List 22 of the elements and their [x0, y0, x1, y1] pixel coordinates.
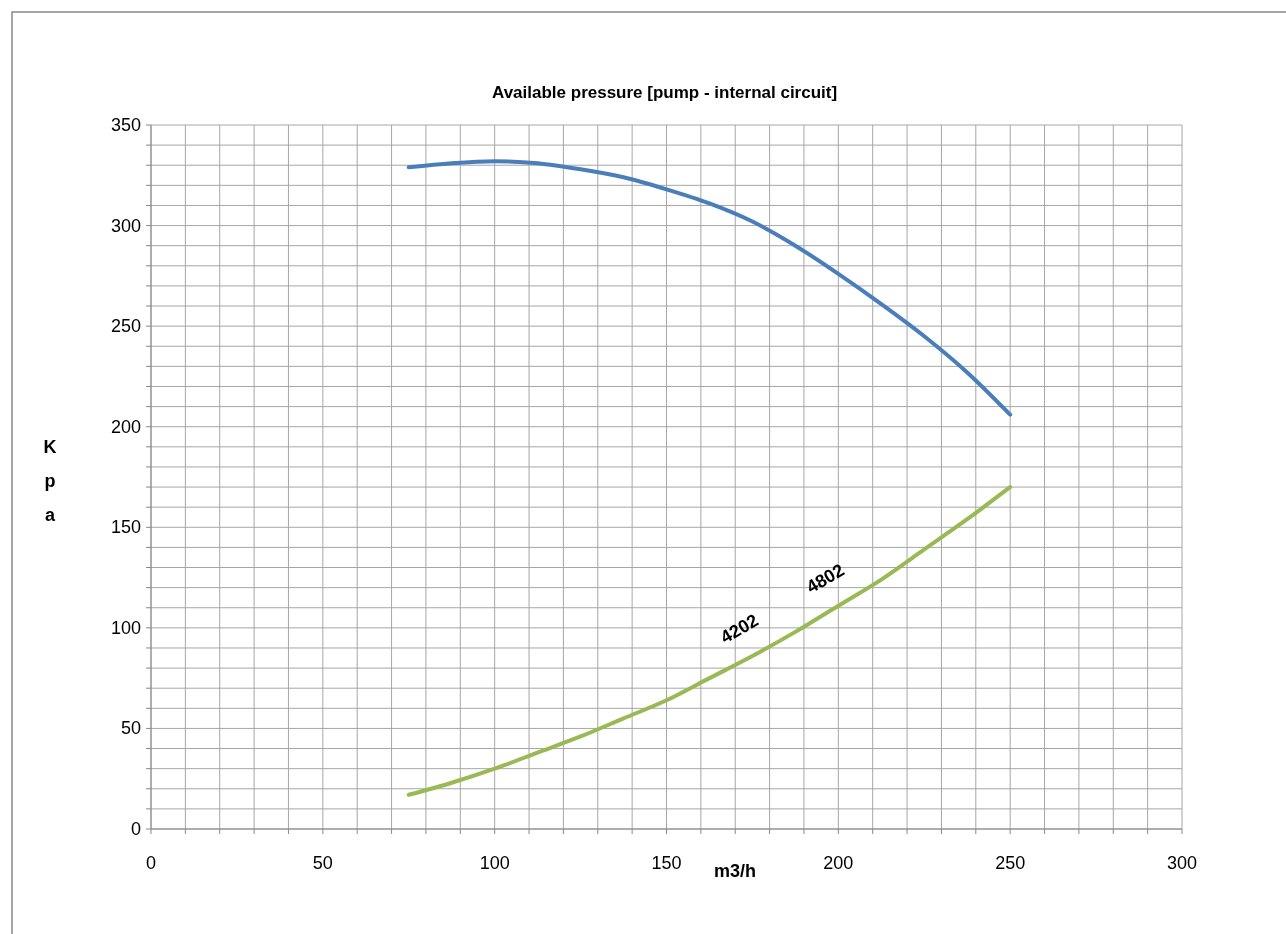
y-tick-label: 300 [110, 215, 141, 236]
annotation: 4202 [717, 610, 762, 648]
x-tick-label: 50 [312, 853, 333, 873]
line-series [406, 485, 1013, 797]
y-tick-label: 350 [110, 115, 141, 135]
chart-title: Available pressure [pump - internal circuit] [492, 83, 838, 102]
y-tick-label: 250 [110, 316, 141, 337]
y-tick-label: 200 [110, 416, 141, 437]
x-tick-label: 150 [651, 853, 682, 873]
y-tick-label: 150 [110, 517, 141, 538]
x-tick-label: 200 [823, 853, 854, 873]
y-tick-label: 50 [120, 718, 141, 739]
x-tick-label: 250 [995, 853, 1026, 873]
annotation: 4802 [802, 559, 848, 598]
y-axis-title: Kpa [43, 437, 57, 525]
y-tick-label: 100 [110, 617, 141, 638]
x-tick-label: 300 [1166, 853, 1198, 873]
x-tick-label: 0 [145, 853, 157, 873]
line-series [406, 159, 1013, 417]
x-axis-title: m3/h [713, 861, 757, 881]
y-tick-label: 0 [130, 819, 141, 839]
x-tick-label: 100 [479, 853, 510, 873]
